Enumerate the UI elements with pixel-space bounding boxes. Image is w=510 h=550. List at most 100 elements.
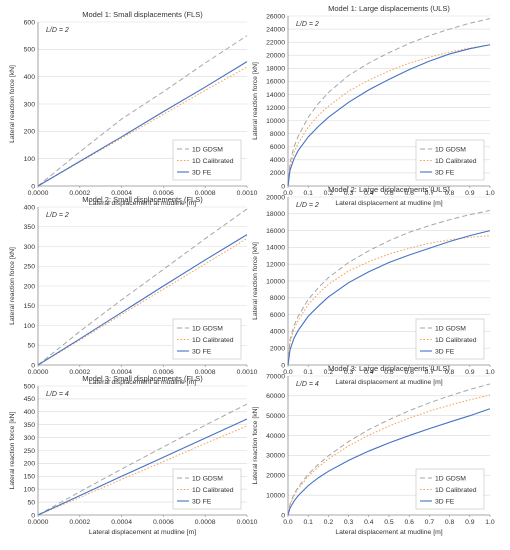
x-tick-label: 0.0008 (195, 369, 216, 376)
x-tick-label: 0.5 (384, 519, 394, 526)
y-tick-label: 18000 (266, 66, 285, 73)
y-tick-label: 2000 (270, 170, 285, 177)
y-tick-label: 50000 (266, 413, 285, 420)
y-tick-label: 350 (24, 224, 36, 231)
x-axis-label: Lateral displacement at mudline [m] (335, 529, 442, 536)
series-line-1d-calibrated (37, 425, 248, 516)
y-tick-label: 6000 (270, 144, 285, 151)
ld-annotation: L/D = 2 (46, 212, 69, 219)
y-axis-label: Lateral reaction force [kN] (9, 65, 16, 143)
y-tick-label: 4000 (270, 329, 285, 336)
y-tick-label: 400 (24, 204, 36, 211)
y-tick-label: 50 (27, 343, 35, 350)
x-tick-label: 0.0002 (69, 369, 90, 376)
x-tick-label: 0.4 (364, 519, 374, 526)
x-tick-label: 0.0 (283, 190, 293, 197)
x-tick-label: 0.1 (303, 190, 313, 197)
legend-label: 3D FE (435, 169, 455, 176)
y-tick-label: 12000 (266, 262, 285, 269)
x-tick-label: 0.5 (384, 369, 394, 376)
x-tick-label: 0.9 (465, 519, 475, 526)
y-tick-label: 0 (281, 362, 285, 369)
y-tick-label: 16000 (266, 228, 285, 235)
x-tick-label: 0.3 (344, 519, 354, 526)
y-tick-label: 60000 (266, 393, 285, 400)
x-tick-label: 0.0002 (69, 519, 90, 526)
y-tick-label: 400 (24, 74, 36, 81)
y-axis-label: Lateral reaction force [kN] (252, 242, 259, 320)
x-tick-label: 0.2 (324, 190, 334, 197)
series-line-1d-gdsm (37, 35, 248, 187)
x-tick-label: 0.7 (425, 190, 435, 197)
legend-label: 1D GDSM (435, 475, 466, 482)
y-tick-label: 300 (24, 244, 36, 251)
chart-panel-5: Model 3: Small displacements (FLS) 0 50 100… (9, 374, 258, 536)
legend-label: 3D FE (435, 348, 455, 355)
legend-label: 1D Calibrated (192, 487, 234, 494)
y-tick-label: 300 (24, 101, 36, 108)
y-tick-label: 8000 (270, 295, 285, 302)
y-tick-label: 2000 (270, 346, 285, 353)
y-tick-label: 500 (24, 383, 36, 390)
y-tick-label: 350 (24, 422, 36, 429)
chart-panel-2: Model 1: Large displacements (ULS) 0 2000 4… (252, 4, 495, 207)
x-tick-label: 0.0000 (28, 369, 49, 376)
y-axis-label: Lateral reaction force [kN] (252, 406, 259, 484)
x-tick-label: 0.7 (425, 519, 435, 526)
y-tick-label: 200 (24, 461, 36, 468)
x-tick-label: 0.0004 (111, 519, 132, 526)
y-tick-label: 14000 (266, 245, 285, 252)
x-tick-label: 0.0008 (195, 519, 216, 526)
y-tick-label: 70000 (266, 373, 285, 380)
legend-label: 1D GDSM (192, 325, 223, 332)
y-tick-label: 4000 (270, 157, 285, 164)
x-tick-label: 0.4 (364, 369, 374, 376)
series-line-3d-fe (287, 230, 491, 366)
series-line-3d-fe (37, 234, 248, 366)
chart-title: Model 2: Large displacements (ULS) (328, 185, 450, 194)
x-axis-label: Lateral displacement at mudline [m] (335, 200, 442, 207)
series-line-1d-gdsm (287, 209, 491, 366)
x-tick-label: 0.3 (344, 369, 354, 376)
ld-annotation: L/D = 4 (296, 381, 319, 388)
y-tick-label: 24000 (266, 26, 285, 33)
x-tick-label: 0.0000 (28, 519, 49, 526)
x-tick-label: 0.2 (324, 519, 334, 526)
y-tick-label: 600 (24, 19, 36, 26)
x-axis-label: Lateral displacement at mudline [m] (335, 379, 442, 386)
y-tick-label: 8000 (270, 131, 285, 138)
y-tick-label: 250 (24, 448, 36, 455)
y-tick-label: 50 (27, 499, 35, 506)
x-tick-label: 0.1 (303, 519, 313, 526)
x-axis-label: Lateral displacement at mudline [m] (89, 200, 196, 207)
y-tick-label: 12000 (266, 105, 285, 112)
legend-label: 1D Calibrated (435, 337, 477, 344)
y-tick-label: 0 (281, 512, 285, 519)
y-tick-label: 10000 (266, 278, 285, 285)
legend-box (172, 139, 242, 181)
x-tick-label: 1.0 (485, 369, 495, 376)
y-axis-label: Lateral reaction force [kN] (252, 62, 259, 140)
chart-panel-1: Model 1: Small displacements (FLS) 0 100 20… (9, 10, 258, 207)
series-line-1d-calibrated (37, 66, 248, 187)
x-tick-label: 0.2 (324, 369, 334, 376)
legend-label: 1D Calibrated (192, 158, 234, 165)
legend-label: 1D Calibrated (192, 337, 234, 344)
y-tick-label: 40000 (266, 433, 285, 440)
y-tick-label: 26000 (266, 13, 285, 20)
legend-label: 1D Calibrated (435, 158, 477, 165)
x-axis-label: Lateral displacement at mudline [m] (89, 379, 196, 386)
y-tick-label: 0 (31, 362, 35, 369)
legend-label: 1D GDSM (435, 146, 466, 153)
chart-title: Model 2: Small displacements (FLS) (82, 195, 203, 204)
x-tick-label: 0.1 (303, 369, 313, 376)
y-tick-label: 30000 (266, 453, 285, 460)
y-tick-label: 6000 (270, 312, 285, 319)
legend-label: 1D GDSM (435, 325, 466, 332)
y-tick-label: 20000 (266, 53, 285, 60)
x-tick-label: 0.6 (404, 369, 414, 376)
x-tick-label: 0.9 (465, 369, 475, 376)
x-tick-label: 0.0008 (195, 190, 216, 197)
y-tick-label: 300 (24, 435, 36, 442)
y-tick-label: 100 (24, 323, 36, 330)
